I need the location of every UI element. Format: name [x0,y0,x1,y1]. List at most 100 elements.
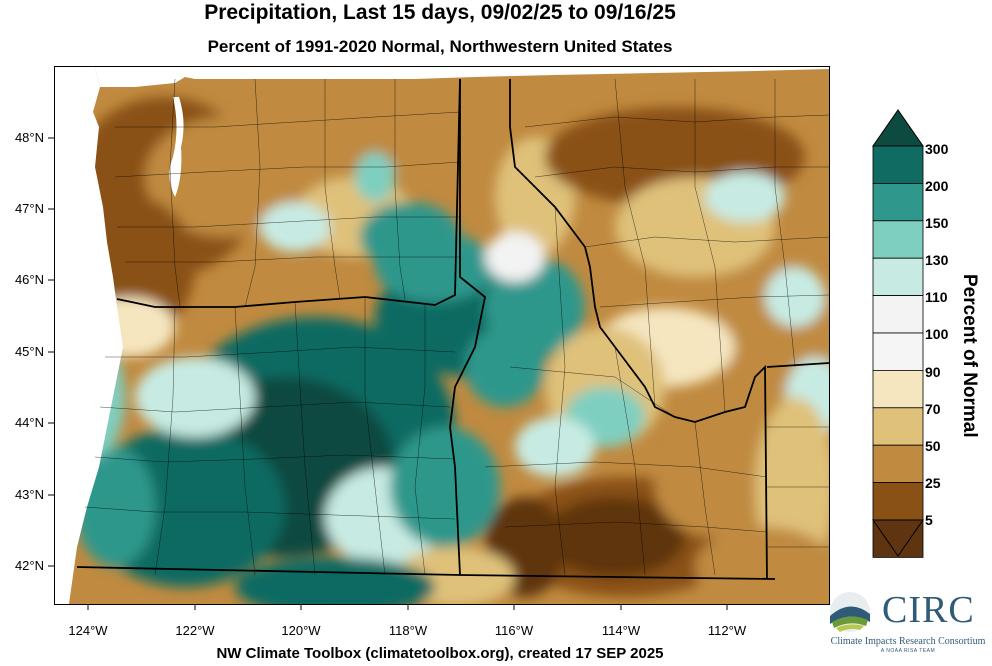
legend-label-200: 200 [925,178,949,194]
county-boundary [84,506,456,520]
county-boundary [394,79,406,300]
legend-swatch [872,332,924,371]
dry-region [695,527,829,604]
county-boundary [94,454,456,463]
lat-tick-47: 47°N [14,201,44,216]
county-boundary [554,206,566,576]
dry-region [655,437,775,537]
legend-swatch [872,183,924,222]
wet-region [705,172,785,222]
lat-tick-45: 45°N [14,344,44,359]
county-boundary [504,521,768,533]
county-boundary [414,303,426,576]
wa-or-border [116,78,461,308]
dry-region [545,497,685,577]
mixed-region [765,267,825,327]
lon-tick-116: 116°W [494,623,534,638]
legend-swatch [872,220,924,259]
legend-label-150: 150 [925,215,949,231]
mt-wy-border [766,362,829,368]
normal-region [485,232,545,282]
chart-title: Precipitation, Last 15 days, 09/02/25 to… [204,1,676,24]
legend-label-300: 300 [925,141,949,157]
legend-label-70: 70 [925,401,941,417]
county-boundary [294,301,316,576]
county-boundary [114,161,461,178]
or-id-border [449,79,486,576]
wet-region [235,557,435,604]
legend-label-110: 110 [925,289,948,305]
lat-tick-46: 46°N [14,272,44,287]
lon-tick-120: 120°W [281,623,321,638]
legend-swatch [872,407,924,446]
canada-region [95,67,829,87]
puget-sound [169,97,184,197]
county-boundary [117,216,460,228]
county-boundary [774,79,796,368]
county-boundary [125,256,460,263]
lon-tick-124: 124°W [68,623,108,638]
south-border [76,566,776,580]
legend-label-25: 25 [925,475,941,491]
legend-label-5: 5 [925,512,933,528]
county-boundary [169,78,181,308]
legend-swatches [872,145,924,558]
legend-swatch-over [872,109,924,147]
county-boundary [115,111,461,128]
legend-swatch [872,145,924,184]
wet-region [355,152,395,202]
lon-tick-112: 112°W [707,623,747,638]
circ-logo-icon [830,592,870,632]
lat-tick-44: 44°N [14,415,44,430]
lat-tick-48: 48°N [14,130,44,145]
chart-subtitle: Percent of 1991-2020 Normal, Northwester… [207,37,673,56]
precipitation-map [54,66,830,605]
wet-region [465,327,545,407]
ocean [55,67,123,604]
legend-swatch-under [872,519,924,557]
legend-label-100: 100 [925,326,949,342]
county-boundary [584,236,829,248]
legend-colorbar [872,109,924,558]
legend-swatch [872,369,924,409]
county-boundary [614,78,656,408]
legend-title: Percent of Normal [959,274,980,438]
legend-label-50: 50 [925,438,941,454]
map-svg [55,67,829,604]
legend-swatch [872,444,924,484]
wet-region [515,417,595,477]
county-boundary [99,401,451,413]
county-boundary [484,461,768,478]
legend-swatch [872,482,924,521]
county-boundary [364,297,386,576]
county-boundary [154,306,176,576]
boundaries [55,67,829,604]
county-boundary [694,79,726,413]
logo-title: CIRC [882,589,975,631]
footer-credit: NW Climate Toolbox (climatetoolbox.org),… [216,645,664,662]
lon-tick-122: 122°W [175,623,215,638]
county-boundary [234,306,256,576]
lon-tick-118: 118°W [388,623,428,638]
legend-label-130: 130 [925,252,949,268]
wet-region [260,202,330,252]
legend-label-90: 90 [925,364,941,380]
county-boundary [614,346,646,576]
county-boundary [105,346,456,358]
legend-swatch [872,257,924,296]
logo-subtitle: Climate Impacts Research Consortium [830,636,986,647]
mixed-region [135,357,255,437]
lon-tick-114: 114°W [601,623,641,638]
lat-tick-42: 42°N [14,558,44,573]
legend-swatch [872,295,924,334]
county-boundary [599,294,829,308]
wet-region [390,427,500,547]
wet-region [375,232,495,302]
lat-tick-43: 43°N [14,487,44,502]
county-boundary [694,421,716,576]
precipitation-field [65,97,829,604]
logo-tagline: A NOAA RISA TEAM [880,648,936,654]
county-boundary [244,78,261,308]
county-boundary [324,79,341,300]
